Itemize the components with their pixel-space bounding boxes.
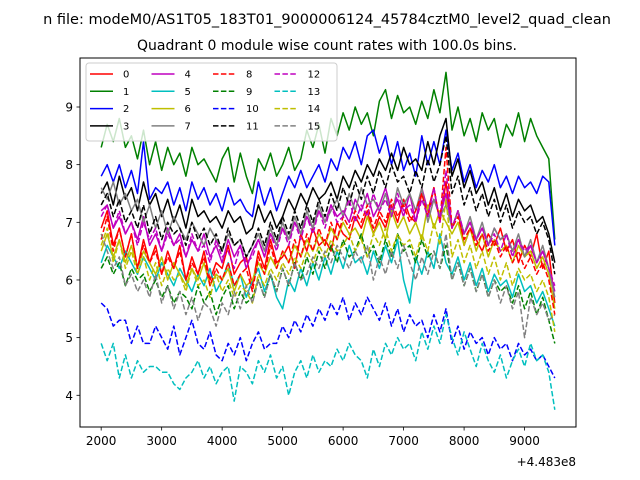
series-layer (100, 71, 556, 410)
legend-label-14: 14 (308, 104, 321, 115)
legend-box (85, 62, 338, 142)
series-line-14 (100, 198, 556, 333)
legend-label-0: 0 (123, 70, 129, 81)
chart-title: Quadrant 0 module wise count rates with … (137, 38, 517, 54)
x-axis: 2000 3000 4000 5000 6000 7000 8000 9000 (86, 427, 540, 448)
y-tick-label: 6 (65, 273, 73, 287)
series-line-3 (100, 117, 556, 263)
legend-label-8: 8 (246, 70, 252, 81)
series-line-12 (100, 169, 556, 286)
legend-label-1: 1 (123, 87, 129, 98)
legend-label-4: 4 (185, 70, 191, 81)
legend-label-7: 7 (185, 121, 191, 132)
legend-label-3: 3 (123, 121, 129, 132)
legend-label-5: 5 (185, 87, 191, 98)
series-line-13 (100, 313, 556, 410)
series-line-2 (100, 129, 556, 246)
y-tick-label: 7 (65, 216, 73, 230)
series-line-10 (100, 296, 556, 379)
x-tick-label: 7000 (388, 434, 419, 448)
legend-label-10: 10 (246, 104, 259, 115)
legend-label-15: 15 (308, 121, 321, 132)
x-tick-label: 3000 (146, 434, 177, 448)
x-tick-label: 9000 (509, 434, 540, 448)
y-tick-label: 4 (65, 389, 73, 403)
x-tick-label: 4000 (207, 434, 238, 448)
legend-label-6: 6 (185, 104, 191, 115)
x-tick-label: 8000 (449, 434, 480, 448)
plot-frame (79, 57, 577, 428)
x-tick-label: 2000 (86, 434, 117, 448)
legend-label-13: 13 (308, 87, 321, 98)
legend-label-12: 12 (308, 70, 321, 81)
y-tick-label: 5 (65, 331, 73, 345)
y-tick-label: 8 (65, 158, 73, 172)
legend-label-11: 11 (246, 121, 259, 132)
series-line-11 (100, 135, 556, 275)
legend-label-2: 2 (123, 104, 129, 115)
series-line-0 (100, 181, 556, 304)
legend-label-9: 9 (246, 87, 252, 98)
y-tick-label: 9 (65, 101, 73, 115)
x-tick-label: 6000 (328, 434, 359, 448)
series-line-8 (100, 146, 556, 315)
x-tick-label: 5000 (267, 434, 298, 448)
figure-suptitle: n file: modeM0/AS1T05_183T01_9000006124_… (43, 12, 611, 28)
x-offset-label: +4.483e8 (517, 455, 576, 469)
series-line-15 (100, 233, 556, 339)
y-axis: 4 5 6 7 8 9 (65, 101, 80, 403)
